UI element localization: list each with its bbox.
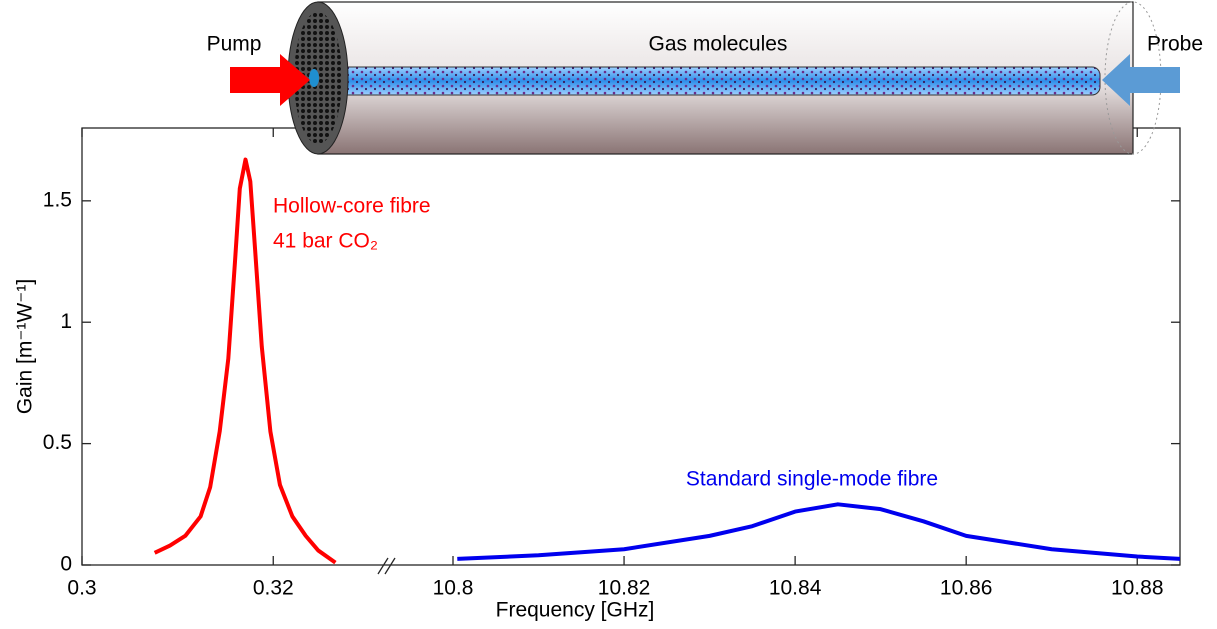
x-tick-label: 0.32 xyxy=(253,577,294,600)
x-tick-label: 0.3 xyxy=(67,577,96,600)
fibre-diagram: Pump Gas molecules Probe xyxy=(207,1,1203,155)
x-tick-label: 10.8 xyxy=(433,577,474,600)
gas-molecules xyxy=(330,67,1100,95)
data-line xyxy=(457,502,1181,561)
y-tick-label: 1 xyxy=(60,310,72,333)
axis-break xyxy=(377,557,389,575)
y-tick-label: 0.5 xyxy=(43,431,72,454)
x-axis-label: Frequency [GHz] xyxy=(496,599,655,622)
pump-arrow xyxy=(230,54,310,106)
annotation: Standard single-mode fibre xyxy=(686,468,938,491)
data-line xyxy=(153,157,337,565)
y-tick-label: 0 xyxy=(60,553,72,576)
x-tick-label: 10.84 xyxy=(769,577,822,600)
axes-frame xyxy=(81,127,1181,566)
probe-arrow xyxy=(1102,54,1180,106)
fibre-core-face xyxy=(309,69,319,87)
plot-area: 0 0.5 1 1.5 Gain [m⁻¹W⁻¹] Frequency [GHz] 0.3 0… xyxy=(14,127,1181,622)
pump-label: Pump xyxy=(207,33,262,56)
annotation: Hollow-core fibre xyxy=(273,195,431,218)
probe-label: Probe xyxy=(1147,33,1203,56)
x-tick-label: 10.86 xyxy=(940,577,993,600)
gas-label: Gas molecules xyxy=(649,33,788,56)
y-axis-label: Gain [m⁻¹W⁻¹] xyxy=(14,279,37,414)
axis-break xyxy=(384,557,396,575)
x-tick-label: 10.82 xyxy=(598,577,651,600)
y-tick-label: 1.5 xyxy=(43,188,72,211)
x-tick-label: 10.88 xyxy=(1111,577,1164,600)
annotation: 41 bar CO₂ xyxy=(273,230,378,253)
